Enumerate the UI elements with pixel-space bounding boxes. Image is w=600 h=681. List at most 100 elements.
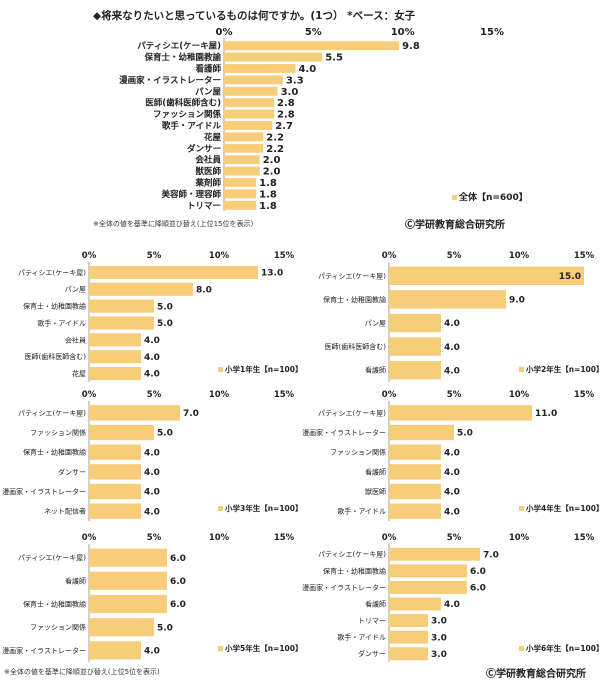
tick-label: 5%: [447, 533, 462, 543]
bar: [389, 444, 441, 460]
tick-label: 0%: [382, 390, 397, 400]
bar: [389, 483, 441, 500]
tick-label: 10%: [209, 533, 230, 543]
bar: [89, 571, 167, 590]
value-label: 9.0: [509, 296, 525, 306]
category-label: 漫画家・イラストレーター: [2, 646, 86, 655]
bar: [224, 143, 264, 153]
category-label: 歌手・アイドル: [37, 318, 86, 327]
bar: [224, 41, 400, 51]
value-label: 6.0: [170, 577, 186, 587]
value-label: 11.0: [535, 409, 557, 419]
bar: [224, 132, 264, 142]
bar: [89, 503, 141, 519]
value-label: 3.0: [431, 633, 447, 643]
category-label: 花屋: [204, 132, 222, 143]
bar: [224, 166, 260, 176]
category-label: 保育士・幼稚園教諭: [23, 448, 86, 457]
bar: [224, 189, 257, 199]
category-label: ネット配信者: [44, 507, 86, 516]
bar: [224, 52, 323, 62]
bar: [89, 282, 193, 296]
legend-label: 小学2年生【n=100】: [526, 364, 600, 374]
category-label: パティシエ(ケーキ屋): [318, 409, 386, 417]
tick-label: 0%: [82, 533, 97, 543]
bar: [89, 366, 141, 381]
legend-label: 小学5年生【n=100】: [225, 643, 303, 653]
category-label: 歌手・アイドル: [162, 120, 222, 131]
category-label: 漫画家・イラストレーター: [119, 75, 221, 86]
category-label: 歌手・アイドル: [337, 633, 386, 642]
category-label: 歌手・アイドル: [337, 507, 386, 516]
bar: [389, 630, 428, 644]
bar: [224, 109, 275, 119]
legend-swatch: [218, 367, 223, 372]
bar: [389, 503, 441, 519]
tick-label: 10%: [209, 390, 230, 400]
tick-label: 0%: [382, 251, 397, 261]
value-label: 4.0: [444, 468, 460, 478]
value-label: 2.0: [263, 155, 281, 166]
value-label: 4.0: [144, 488, 160, 498]
category-label: 医師(歯科医師含む): [25, 352, 87, 361]
value-label: 4.0: [444, 600, 460, 610]
bar: [389, 564, 467, 578]
bar: [224, 200, 257, 210]
category-label: 保育士・幼稚園教諭: [323, 566, 386, 575]
category-label: ファッション関係: [153, 109, 222, 120]
top-footnote: ※全体の値を基準に降順並び替え(上位15位を表示): [93, 220, 254, 228]
value-label: 5.5: [325, 53, 343, 64]
value-label: 3.0: [431, 617, 447, 627]
value-label: 1.8: [259, 189, 277, 200]
category-label: 看護師: [365, 366, 386, 375]
value-label: 4.0: [444, 319, 460, 329]
category-label: 獣医師: [365, 487, 386, 496]
tick-label: 15%: [274, 251, 295, 261]
value-label: 8.0: [196, 285, 212, 295]
value-label: 3.0: [281, 87, 299, 98]
bar: [389, 547, 480, 561]
category-label: パン屋: [195, 86, 221, 97]
value-label: 4.0: [444, 448, 460, 458]
value-label: 9.8: [402, 41, 420, 52]
tick-label: 5%: [147, 533, 162, 543]
bar: [224, 178, 257, 187]
value-label: 15.0: [559, 272, 581, 282]
legend-swatch: [519, 506, 524, 511]
category-label: 漫画家・イラストレーター: [302, 428, 386, 437]
value-label: 4.0: [298, 64, 316, 75]
value-label: 3.0: [431, 650, 447, 660]
legend-swatch: [218, 646, 223, 651]
category-label: ファッション関係: [30, 623, 86, 632]
bottom-copyright: Ⓒ学研教育総合研究所: [486, 669, 586, 680]
value-label: 1.8: [259, 201, 277, 212]
category-label: 漫画家・イラストレーター: [2, 487, 86, 496]
value-label: 2.2: [266, 144, 284, 155]
chart-title: ◆将来なりたいと思っているものは何ですか。(1つ） *ベース：女子: [93, 10, 416, 22]
bar: [389, 266, 584, 286]
category-label: 看護師: [65, 576, 86, 585]
tick-label: 5%: [447, 251, 462, 261]
legend-label: 小学4年生【n=100】: [526, 503, 600, 513]
bar: [89, 424, 154, 441]
category-label: 漫画家・イラストレーター: [302, 583, 386, 592]
value-label: 5.0: [157, 429, 173, 439]
category-label: 看護師: [365, 467, 386, 476]
tick-label: 15%: [574, 390, 595, 400]
category-label: パティシエ(ケーキ屋): [318, 272, 386, 280]
tick-label: 15%: [480, 27, 504, 38]
tick-label: 15%: [274, 533, 295, 543]
bar: [224, 98, 275, 108]
bar: [89, 483, 141, 500]
category-label: 看護師: [194, 63, 221, 74]
legend-label: 小学1年生【n=100】: [225, 364, 303, 374]
category-label: 獣医師: [195, 166, 221, 177]
value-label: 4.0: [144, 647, 160, 657]
category-label: パン屋: [365, 319, 386, 327]
value-label: 4.0: [444, 488, 460, 498]
tick-label: 0%: [82, 390, 97, 400]
value-label: 2.7: [275, 121, 293, 132]
value-label: 7.0: [483, 550, 499, 560]
bar: [89, 594, 167, 614]
